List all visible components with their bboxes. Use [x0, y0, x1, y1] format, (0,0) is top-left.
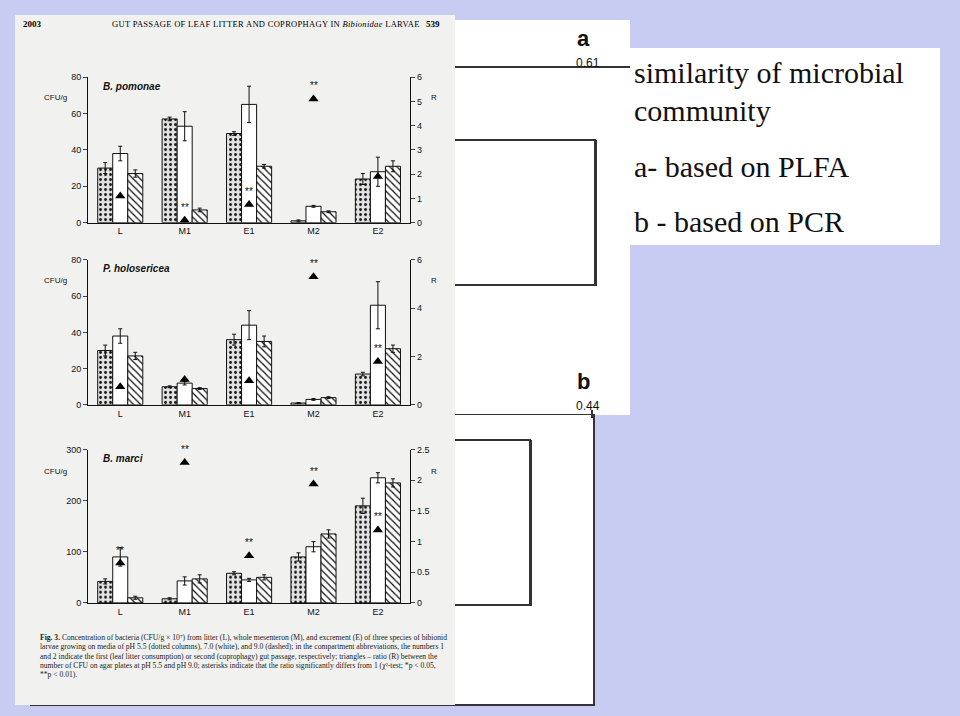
svg-text:**: **	[181, 444, 189, 455]
svg-text:60: 60	[71, 291, 81, 301]
svg-text:M1: M1	[178, 409, 191, 419]
svg-text:**: **	[245, 186, 253, 197]
html-text:community: community	[634, 94, 771, 127]
html-text:a: a	[577, 26, 590, 51]
svg-text:20: 20	[71, 364, 81, 374]
svg-text:**: **	[181, 202, 189, 213]
svg-text:E2: E2	[372, 607, 383, 617]
svg-text:CFU/g: CFU/g	[44, 467, 67, 476]
svg-text:E2: E2	[372, 409, 383, 419]
html-text:b: b	[577, 369, 591, 394]
svg-text:1: 1	[417, 537, 422, 547]
svg-text:L: L	[118, 607, 123, 617]
svg-text:**: **	[245, 537, 253, 548]
svg-text:B. marci: B. marci	[103, 453, 143, 464]
html-text:b - based on PCR: b - based on PCR	[634, 205, 844, 238]
svg-text:E1: E1	[244, 607, 255, 617]
svg-text:E1: E1	[244, 226, 255, 236]
svg-text:60: 60	[71, 109, 81, 119]
svg-text:R: R	[431, 467, 437, 476]
svg-text:4: 4	[417, 121, 422, 131]
svg-text:1.5: 1.5	[417, 506, 430, 516]
html-text:0.61: 0.61	[576, 56, 600, 70]
svg-text:R: R	[431, 276, 437, 285]
svg-text:CFU/g: CFU/g	[44, 93, 67, 102]
svg-text:2: 2	[417, 475, 422, 485]
svg-text:200: 200	[66, 496, 81, 506]
svg-text:6: 6	[417, 72, 422, 82]
svg-text:80: 80	[71, 255, 81, 265]
svg-text:**: **	[374, 511, 382, 522]
svg-text:**: **	[310, 80, 318, 91]
html-text:0.44: 0.44	[576, 399, 600, 413]
svg-text:CFU/g: CFU/g	[44, 276, 67, 285]
svg-text:**: **	[374, 343, 382, 354]
svg-text:M2: M2	[307, 607, 320, 617]
svg-text:L: L	[118, 226, 123, 236]
html-text:Fig. 3. Concentration of bacte: Fig. 3. Concentration of bacteria (CFU/g…	[40, 633, 447, 680]
svg-text:40: 40	[71, 145, 81, 155]
html-text:539: 539	[426, 19, 440, 29]
html-text:2003: 2003	[23, 19, 41, 29]
svg-text:0.5: 0.5	[417, 567, 430, 577]
svg-text:M2: M2	[307, 226, 320, 236]
svg-text:2: 2	[417, 352, 422, 362]
svg-text:5: 5	[417, 97, 422, 107]
svg-text:R: R	[431, 93, 437, 102]
svg-text:0: 0	[417, 218, 422, 228]
svg-text:M2: M2	[307, 409, 320, 419]
svg-text:100: 100	[66, 547, 81, 557]
svg-text:E1: E1	[244, 409, 255, 419]
svg-text:E2: E2	[372, 226, 383, 236]
svg-text:2: 2	[417, 169, 422, 179]
svg-text:0: 0	[76, 218, 81, 228]
svg-text:0: 0	[417, 400, 422, 410]
svg-text:40: 40	[71, 328, 81, 338]
svg-text:20: 20	[71, 181, 81, 191]
svg-text:M1: M1	[178, 607, 191, 617]
svg-text:**: **	[116, 545, 124, 556]
html-text:similarity of microbial: similarity of microbial	[634, 56, 904, 89]
svg-text:6: 6	[417, 255, 422, 265]
svg-text:2.5: 2.5	[417, 445, 430, 455]
svg-text:3: 3	[417, 145, 422, 155]
svg-text:4: 4	[417, 303, 422, 313]
svg-text:300: 300	[66, 445, 81, 455]
html-text:GUT PASSAGE OF LEAF LITTER AND: GUT PASSAGE OF LEAF LITTER AND COPROPHAG…	[112, 19, 420, 29]
svg-text:80: 80	[71, 72, 81, 82]
svg-text:L: L	[118, 409, 123, 419]
svg-text:**: **	[310, 258, 318, 269]
svg-text:**: **	[310, 466, 318, 477]
svg-text:0: 0	[76, 598, 81, 608]
svg-text:P. holosericea: P. holosericea	[103, 263, 170, 274]
svg-text:0: 0	[417, 598, 422, 608]
svg-text:0: 0	[76, 400, 81, 410]
html-text:a- based on PLFA: a- based on PLFA	[634, 150, 850, 183]
svg-text:M1: M1	[178, 226, 191, 236]
svg-text:B. pomonae: B. pomonae	[103, 81, 161, 92]
svg-text:1: 1	[417, 194, 422, 204]
